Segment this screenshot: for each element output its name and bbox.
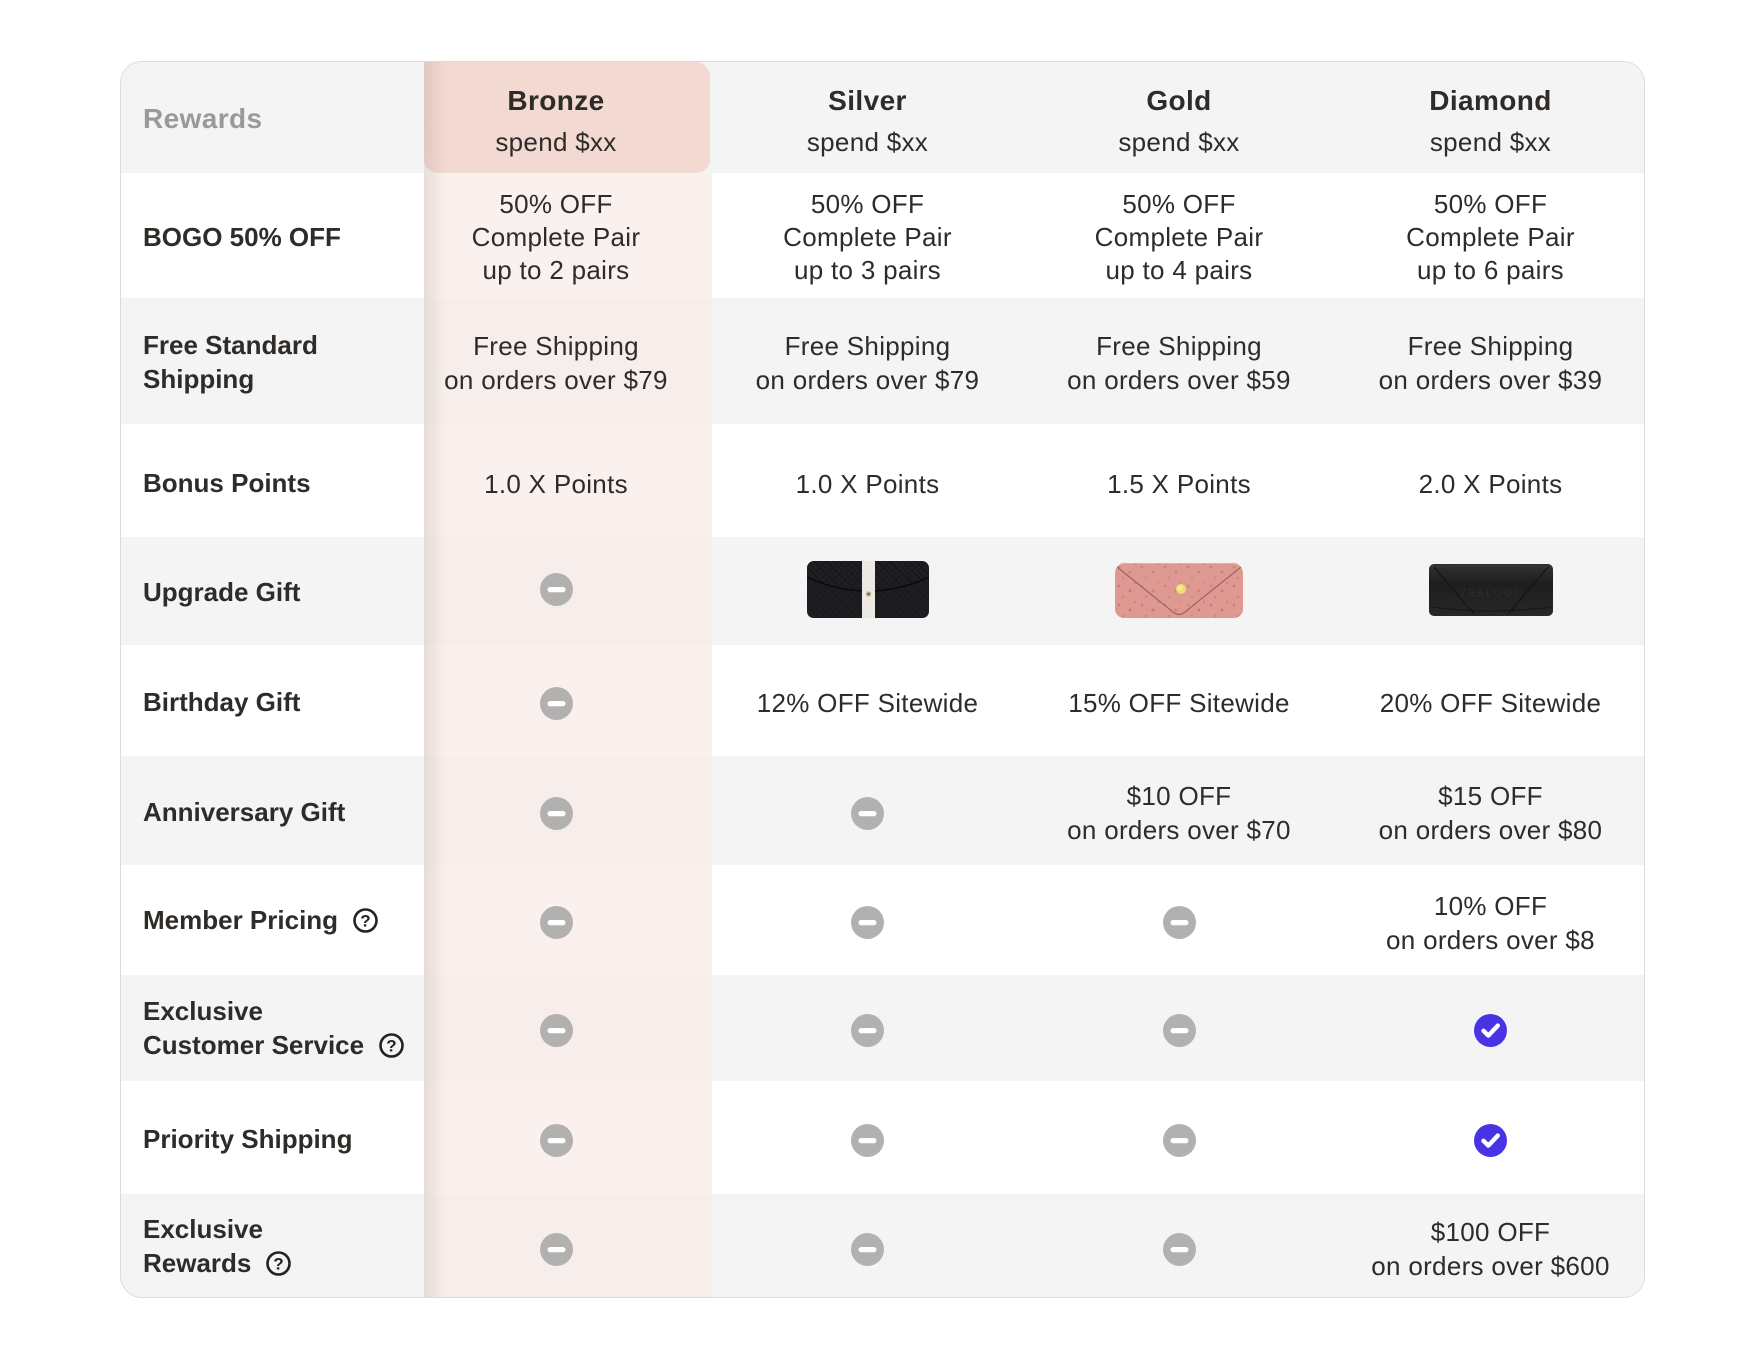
- svg-text:?: ?: [360, 911, 370, 930]
- svg-text:ZEELOOL: ZEELOOL: [1460, 588, 1522, 599]
- svg-text:?: ?: [386, 1036, 396, 1055]
- svg-text:?: ?: [274, 1254, 284, 1273]
